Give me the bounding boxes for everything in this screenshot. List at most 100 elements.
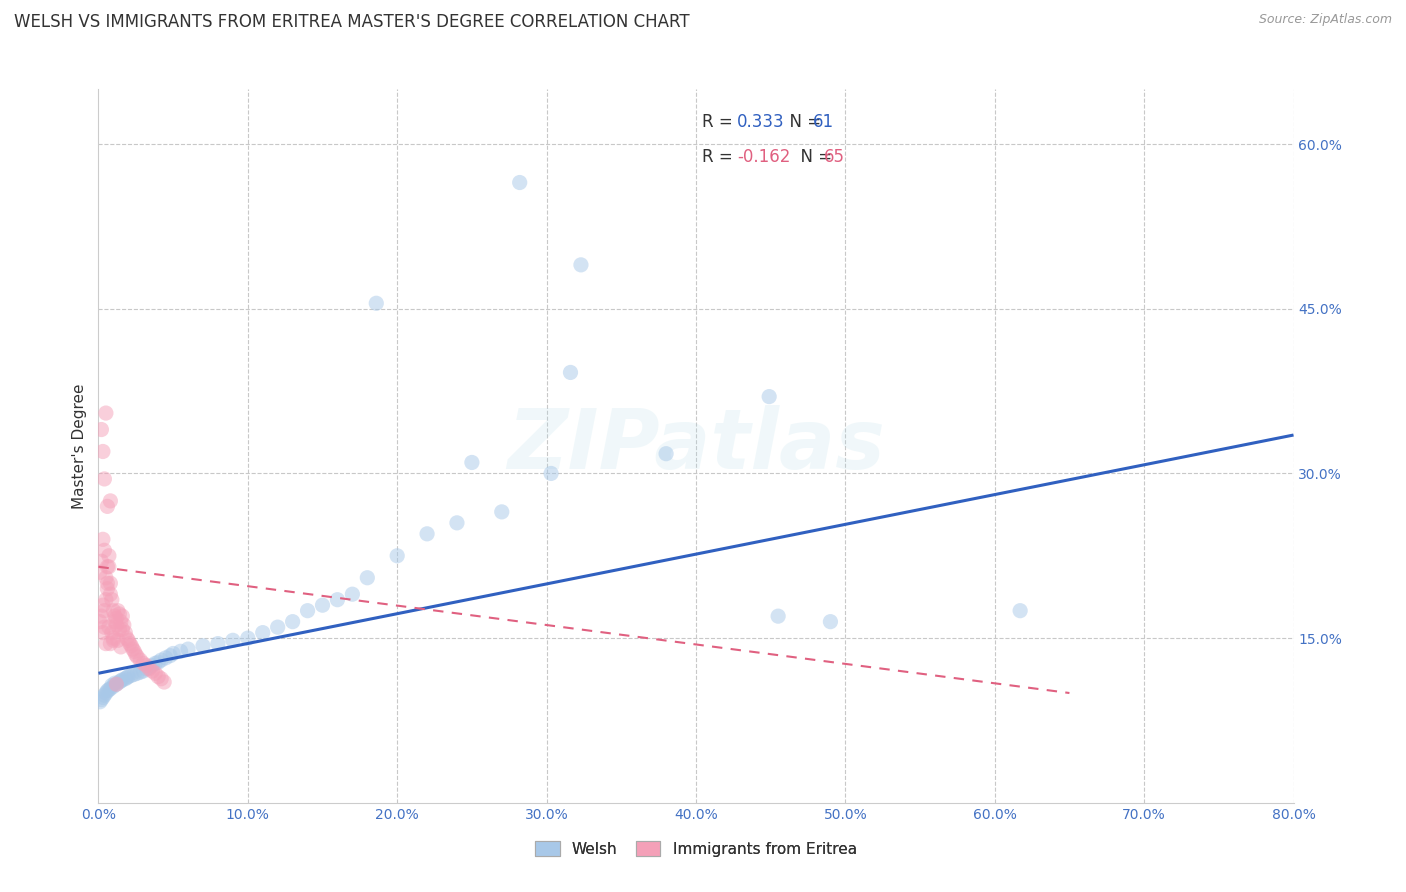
Point — [89, 695, 111, 709]
Point — [110, 615, 132, 629]
Point — [90, 423, 112, 437]
Point — [91, 598, 114, 612]
Text: 61: 61 — [813, 112, 834, 130]
Point — [98, 681, 122, 696]
Point — [1010, 604, 1032, 618]
Point — [125, 648, 148, 662]
Point — [135, 658, 157, 673]
Point — [105, 677, 128, 691]
Point — [90, 554, 112, 568]
Point — [94, 406, 117, 420]
Point — [94, 637, 117, 651]
Point — [124, 644, 146, 658]
Point — [129, 665, 152, 680]
Text: R =: R = — [702, 148, 738, 166]
Text: Source: ZipAtlas.com: Source: ZipAtlas.com — [1258, 13, 1392, 27]
Y-axis label: Master's Degree: Master's Degree — [72, 384, 87, 508]
Point — [93, 688, 115, 702]
Point — [326, 592, 349, 607]
Point — [820, 615, 842, 629]
Point — [111, 673, 134, 687]
Point — [104, 609, 127, 624]
Point — [108, 675, 131, 690]
Point — [138, 661, 160, 675]
Point — [117, 669, 139, 683]
Point — [297, 604, 319, 618]
Text: 0.333: 0.333 — [737, 112, 785, 130]
Point — [91, 444, 114, 458]
Point — [141, 658, 163, 673]
Point — [103, 680, 125, 694]
Point — [89, 566, 111, 580]
Text: WELSH VS IMMIGRANTS FROM ERITREA MASTER'S DEGREE CORRELATION CHART: WELSH VS IMMIGRANTS FROM ERITREA MASTER'… — [14, 13, 690, 31]
Point — [115, 671, 138, 685]
Point — [93, 543, 115, 558]
Point — [150, 672, 173, 686]
Point — [93, 604, 115, 618]
Point — [91, 690, 114, 705]
Point — [94, 686, 117, 700]
Point — [124, 667, 146, 681]
Point — [560, 366, 582, 380]
Point — [366, 296, 388, 310]
Point — [129, 653, 152, 667]
Point — [104, 615, 127, 629]
Point — [105, 618, 128, 632]
Point — [132, 657, 155, 671]
Point — [267, 620, 290, 634]
Text: ZIPatlas: ZIPatlas — [508, 406, 884, 486]
Point — [655, 447, 678, 461]
Point — [461, 455, 484, 469]
Point — [94, 592, 117, 607]
Point — [127, 649, 149, 664]
Point — [169, 644, 191, 658]
Point — [121, 642, 143, 657]
Point — [90, 692, 112, 706]
Point — [103, 604, 125, 618]
Point — [569, 258, 592, 272]
Point — [159, 648, 181, 663]
Point — [120, 639, 142, 653]
Point — [98, 576, 122, 591]
Point — [311, 598, 333, 612]
Text: N =: N = — [779, 112, 827, 130]
Point — [446, 516, 468, 530]
Point — [91, 533, 114, 547]
Point — [103, 631, 125, 645]
Point — [491, 505, 513, 519]
Point — [98, 587, 122, 601]
Point — [96, 582, 118, 596]
Text: R =: R = — [702, 112, 738, 130]
Point — [93, 620, 115, 634]
Point — [90, 609, 112, 624]
Point — [143, 657, 166, 671]
Point — [385, 549, 409, 563]
Point — [342, 587, 364, 601]
Point — [117, 633, 139, 648]
Point — [135, 662, 157, 676]
Point — [177, 642, 200, 657]
Point — [114, 625, 136, 640]
Text: -0.162: -0.162 — [737, 148, 790, 166]
Point — [252, 625, 274, 640]
Point — [107, 633, 129, 648]
Point — [101, 678, 124, 692]
Point — [91, 625, 114, 640]
Point — [540, 467, 562, 481]
Point — [162, 647, 184, 661]
Point — [150, 653, 173, 667]
Point — [101, 625, 124, 640]
Point — [98, 494, 122, 508]
Point — [101, 592, 124, 607]
Point — [97, 682, 120, 697]
Text: N =: N = — [790, 148, 838, 166]
Point — [96, 559, 118, 574]
Point — [111, 623, 134, 637]
Point — [207, 637, 229, 651]
Point — [127, 666, 149, 681]
Point — [138, 662, 160, 676]
Point — [356, 571, 378, 585]
Point — [153, 675, 176, 690]
Point — [143, 666, 166, 681]
Point — [105, 677, 128, 691]
